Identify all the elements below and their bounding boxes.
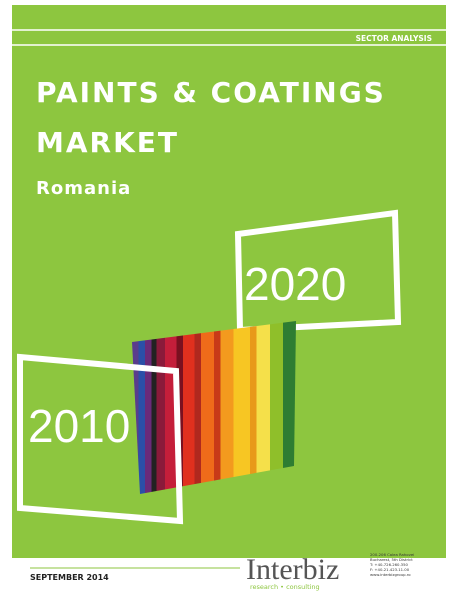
tagline: research • consulting xyxy=(250,583,320,591)
year: 2010 xyxy=(28,400,130,452)
subtitle: Romania xyxy=(36,178,131,199)
sector-label: SECTOR ANALYSIS xyxy=(356,34,432,43)
title-line: MARKET xyxy=(36,126,179,159)
contact-line: Bucharest, 5th District xyxy=(370,557,413,562)
date: SEPTEMBER 2014 xyxy=(30,573,109,582)
logo: Interbiz xyxy=(246,553,339,586)
contact-line: F: +40-21.423.11.00 xyxy=(370,567,410,572)
contact-line: 200-206 Calea Rahovei xyxy=(370,552,414,557)
frame xyxy=(17,353,184,525)
title-line: PAINTS & COATINGS xyxy=(36,76,386,109)
year: 2020 xyxy=(244,258,346,310)
contact-line: www.interbizgroup.ro xyxy=(370,572,411,577)
contact: 200-206 Calea Rahovei Bucharest, 5th Dis… xyxy=(369,552,414,577)
contact-line: T: +40-726.260.350 xyxy=(369,562,409,567)
rainbow-stripes xyxy=(132,321,296,494)
frame xyxy=(234,209,402,334)
